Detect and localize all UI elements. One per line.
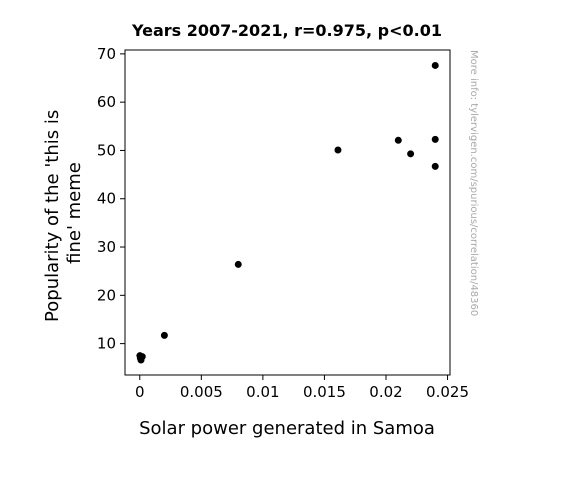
data-point [431,162,439,170]
y-tick-label: 70 [97,45,116,63]
data-point [160,331,168,339]
data-point [334,146,342,154]
y-tick-label: 60 [97,93,116,111]
chart-title: Years 2007-2021, r=0.975, p<0.01 [131,21,442,40]
x-tick-label: 0.02 [369,383,402,401]
x-axis-label: Solar power generated in Samoa [139,418,435,439]
x-axis-ticks: 0 0.005 0.01 0.015 0.02 0.025 [135,375,469,401]
data-points [136,61,439,364]
x-tick-label: 0.025 [426,383,469,401]
y-tick-label: 20 [97,286,116,304]
x-tick-label: 0 [135,383,145,401]
y-axis-label-line-2: fine' meme [64,162,85,264]
data-point [407,150,415,158]
data-point [138,353,146,361]
plot-area [124,49,451,376]
data-point [234,260,242,268]
data-point [394,136,402,144]
data-point [431,61,439,69]
x-tick-label: 0.015 [303,383,346,401]
y-tick-label: 40 [97,190,116,208]
y-axis-label-line-1: Popularity of the 'this is [42,110,63,322]
source-note: More info: tylervigen.com/spurious/corre… [468,50,479,316]
y-tick-label: 10 [97,335,116,353]
y-tick-label: 50 [97,141,116,159]
x-tick-label: 0.005 [180,383,223,401]
y-tick-label: 30 [97,238,116,256]
y-axis-ticks: 10 20 30 40 50 60 70 [97,45,125,353]
x-tick-label: 0.01 [246,383,279,401]
y-axis-label: Popularity of the 'this is fine' meme [42,104,85,322]
data-point [431,135,439,143]
